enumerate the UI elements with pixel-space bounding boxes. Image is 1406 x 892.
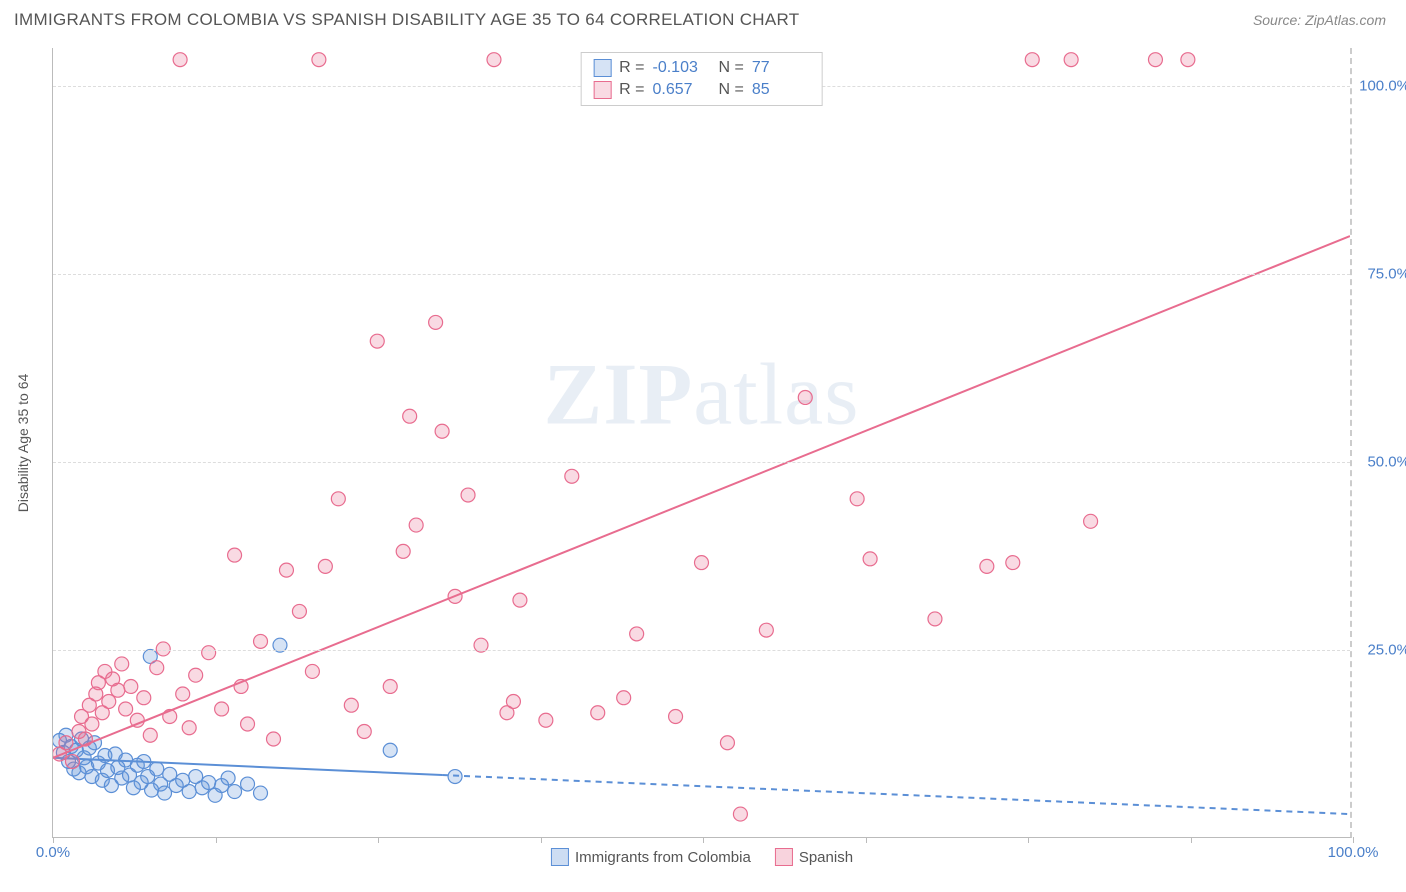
gridline <box>53 650 1350 651</box>
x-tick <box>866 837 867 843</box>
legend-item-spanish: Spanish <box>775 848 853 866</box>
correlation-legend: R = -0.103 N = 77 R = 0.657 N = 85 <box>580 52 823 106</box>
y-tick-label: 100.0% <box>1359 77 1406 94</box>
x-tick-label: 100.0% <box>1328 844 1379 861</box>
chart-header: IMMIGRANTS FROM COLOMBIA VS SPANISH DISA… <box>0 0 1406 38</box>
x-tick <box>541 837 542 843</box>
x-tick <box>703 837 704 843</box>
y-tick-label: 75.0% <box>1367 265 1406 282</box>
y-tick-label: 50.0% <box>1367 453 1406 470</box>
x-tick-label: 0.0% <box>36 844 70 861</box>
chart-title: IMMIGRANTS FROM COLOMBIA VS SPANISH DISA… <box>14 10 799 30</box>
y-axis-label: Disability Age 35 to 64 <box>15 373 31 512</box>
plot-region: Disability Age 35 to 64 ZIPatlas R = -0.… <box>52 48 1352 838</box>
swatch-spanish-icon <box>775 848 793 866</box>
gridline <box>53 462 1350 463</box>
series-legend: Immigrants from Colombia Spanish <box>551 848 853 866</box>
x-tick <box>1353 837 1354 843</box>
x-tick <box>378 837 379 843</box>
chart-area: Disability Age 35 to 64 ZIPatlas R = -0.… <box>52 48 1352 838</box>
swatch-spanish <box>593 81 611 99</box>
y-tick-label: 25.0% <box>1367 641 1406 658</box>
x-tick <box>53 837 54 843</box>
legend-row-colombia: R = -0.103 N = 77 <box>593 57 810 79</box>
legend-item-colombia: Immigrants from Colombia <box>551 848 751 866</box>
x-tick <box>1028 837 1029 843</box>
gridline <box>53 274 1350 275</box>
legend-row-spanish: R = 0.657 N = 85 <box>593 79 810 101</box>
scatter-svg <box>53 48 1350 837</box>
swatch-colombia-icon <box>551 848 569 866</box>
swatch-colombia <box>593 59 611 77</box>
x-tick <box>1191 837 1192 843</box>
x-tick <box>216 837 217 843</box>
watermark: ZIPatlas <box>544 345 860 446</box>
chart-source: Source: ZipAtlas.com <box>1253 12 1386 28</box>
